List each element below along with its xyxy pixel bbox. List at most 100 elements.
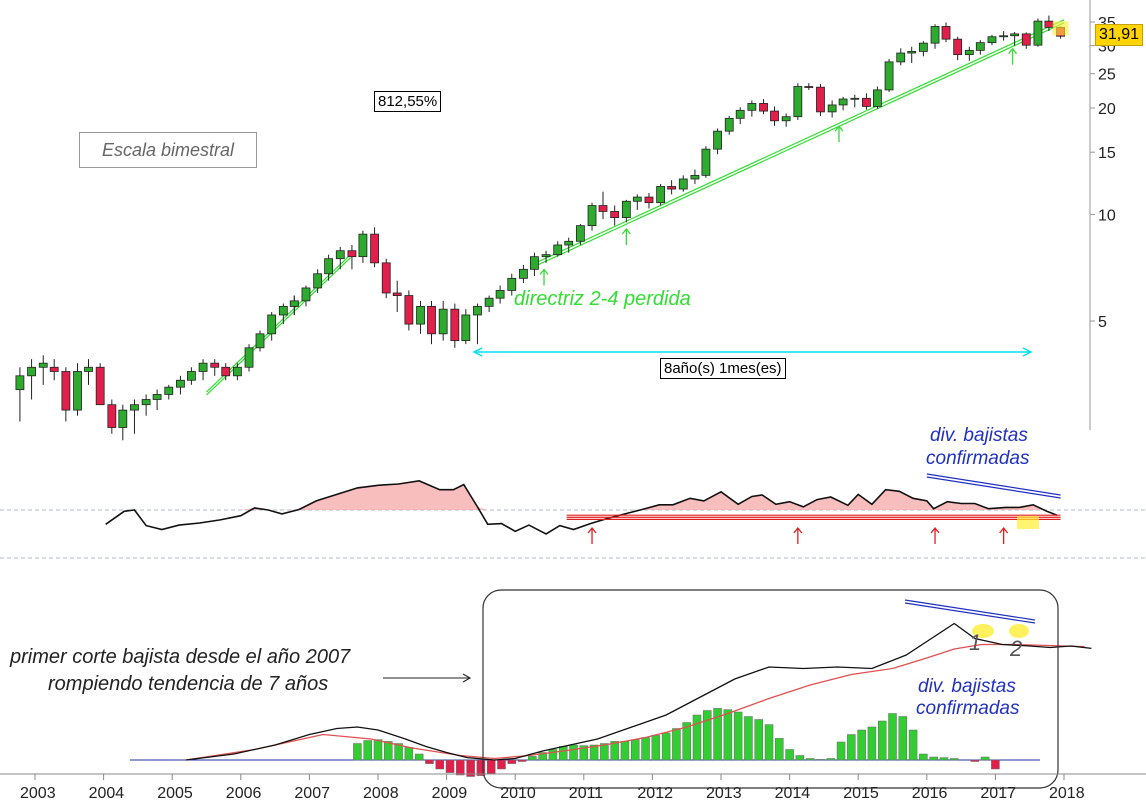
candle-body bbox=[381, 262, 391, 294]
price-tick-label: 10 bbox=[1098, 207, 1116, 224]
histogram-bar bbox=[991, 759, 1000, 770]
candle-body bbox=[438, 308, 448, 335]
candle-body bbox=[1021, 33, 1031, 46]
candle-body bbox=[701, 148, 711, 176]
candle-body bbox=[519, 268, 528, 279]
candle-body bbox=[804, 86, 814, 88]
candle-body bbox=[507, 277, 517, 291]
histogram-bar bbox=[682, 722, 691, 761]
up-arrow-marker bbox=[834, 125, 844, 143]
candle-body bbox=[816, 86, 825, 113]
candle-body bbox=[564, 240, 574, 246]
time-tick-label: 2007 bbox=[294, 785, 330, 802]
candle-body bbox=[747, 103, 757, 111]
histogram-bar bbox=[404, 747, 414, 761]
candle-body bbox=[907, 51, 917, 54]
time-tick-label: 2008 bbox=[363, 785, 399, 802]
divergence-line bbox=[926, 476, 1061, 499]
candle-body bbox=[610, 211, 620, 218]
histogram-bar bbox=[795, 755, 805, 761]
candle-body bbox=[1033, 20, 1043, 46]
up-arrow-marker bbox=[1008, 47, 1018, 65]
candle-body bbox=[656, 186, 666, 204]
candle-body bbox=[313, 273, 323, 289]
histogram-bar bbox=[517, 759, 527, 762]
up-arrow-marker bbox=[539, 268, 549, 286]
candle-body bbox=[392, 292, 402, 296]
histogram-bar bbox=[353, 743, 362, 761]
histogram-bar bbox=[486, 759, 496, 774]
wave-1-highlight bbox=[972, 624, 994, 638]
candle-body bbox=[232, 366, 242, 377]
candle-body bbox=[324, 258, 334, 275]
histogram-bar bbox=[466, 759, 475, 777]
time-tick-label: 2004 bbox=[89, 785, 125, 802]
histogram-bar bbox=[775, 738, 784, 761]
histogram-bar bbox=[435, 759, 444, 770]
candle-body bbox=[73, 371, 82, 411]
candle-body bbox=[575, 225, 585, 242]
wave-2-label: 2 bbox=[1010, 636, 1023, 661]
candle-body bbox=[49, 366, 59, 372]
histogram-bar bbox=[692, 714, 702, 761]
wave-1-label: 1 bbox=[969, 630, 982, 655]
candle-body bbox=[198, 362, 208, 372]
trendline bbox=[535, 22, 1065, 267]
histogram-bar bbox=[497, 759, 506, 770]
time-tick-label: 2012 bbox=[637, 785, 673, 802]
histogram-bar bbox=[548, 749, 558, 761]
candle-body bbox=[335, 250, 345, 260]
measure-arrowheads bbox=[472, 347, 1033, 357]
histogram-bar bbox=[754, 719, 763, 761]
candle-body bbox=[553, 244, 563, 256]
candle-body bbox=[210, 362, 220, 368]
histogram-bar bbox=[929, 756, 938, 761]
candle-body bbox=[484, 297, 494, 307]
candle-body bbox=[1010, 33, 1020, 37]
candle-body bbox=[632, 196, 642, 202]
candle-body bbox=[347, 250, 357, 258]
candle-body bbox=[358, 233, 368, 258]
candle-body bbox=[953, 38, 963, 56]
candle-body bbox=[244, 347, 254, 368]
histogram-bar bbox=[579, 745, 589, 761]
candle-body bbox=[713, 130, 722, 150]
trendline bbox=[206, 254, 351, 393]
histogram-bar bbox=[713, 708, 722, 761]
signal-line bbox=[185, 643, 1085, 761]
candle-body bbox=[541, 254, 551, 258]
histogram-bar bbox=[610, 741, 619, 761]
support-arrow-marker bbox=[930, 526, 940, 544]
histogram-bar bbox=[384, 741, 393, 761]
oscillator-fill bbox=[105, 480, 1058, 510]
bottom-divergence-line bbox=[904, 599, 1036, 621]
histogram-bar bbox=[528, 756, 537, 761]
candle-body bbox=[678, 178, 688, 190]
histogram-bar bbox=[939, 757, 949, 761]
histogram-bar bbox=[456, 759, 465, 776]
time-tick-label: 2014 bbox=[775, 785, 811, 802]
candle-body bbox=[838, 98, 848, 106]
support-arrow-marker bbox=[587, 526, 597, 544]
momentum-line bbox=[185, 622, 1092, 761]
price-tick-label: 15 bbox=[1098, 145, 1116, 162]
histogram-bar bbox=[723, 709, 733, 761]
histogram-bar bbox=[836, 741, 846, 761]
candle-body bbox=[118, 409, 128, 428]
histogram-bar bbox=[558, 746, 568, 761]
oscillator-highlight bbox=[1017, 516, 1039, 529]
candle-body bbox=[918, 42, 928, 52]
histogram-bar bbox=[672, 728, 681, 761]
histogram-bar bbox=[631, 739, 640, 761]
histogram-bar bbox=[816, 759, 825, 761]
divergences-bottom-line1: div. bajistas bbox=[918, 676, 1016, 697]
histogram-bar bbox=[507, 759, 517, 764]
candle-body bbox=[176, 379, 185, 388]
divergences-bottom-line2: confirmadas bbox=[916, 698, 1020, 719]
histogram-bar bbox=[847, 734, 856, 761]
candle-body bbox=[964, 49, 974, 56]
candle-body bbox=[404, 295, 414, 325]
last-candle-highlight bbox=[1052, 21, 1069, 36]
histogram-bar bbox=[877, 720, 887, 761]
candle-body bbox=[107, 404, 117, 428]
